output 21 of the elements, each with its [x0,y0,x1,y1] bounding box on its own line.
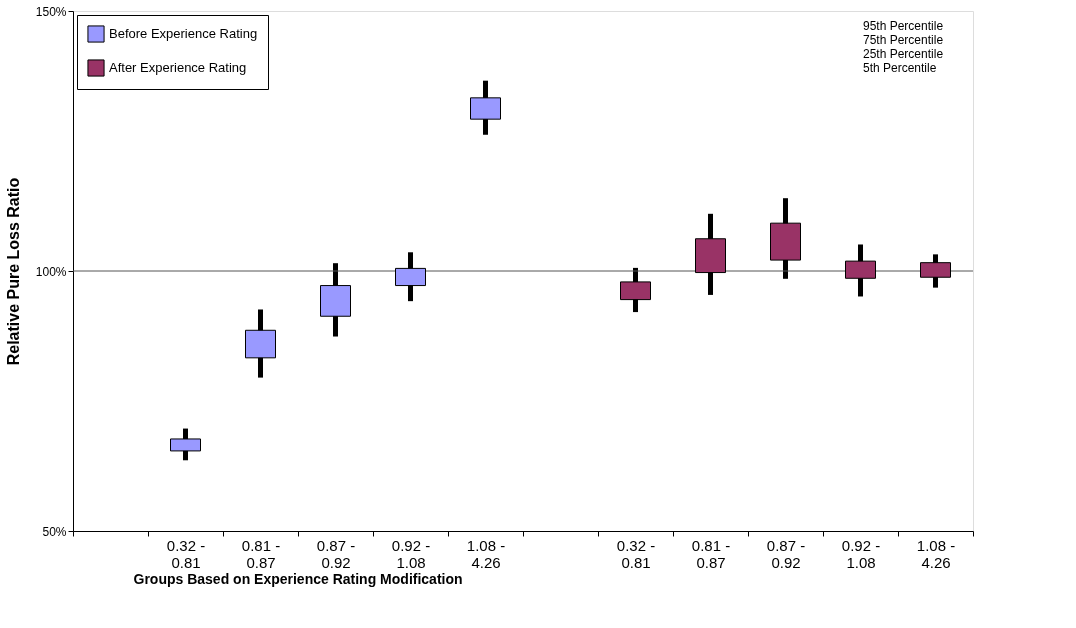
x-axis-title: Groups Based on Experience Rating Modification [133,570,463,587]
x-tick-label: 0.32 - 0.81 [616,536,656,571]
annotation: 25th Percentile [863,47,944,61]
x-tick-label: 0.81 - 0.87 [691,536,731,571]
x-tick-label: 0.32 - 0.81 [166,536,206,571]
x-tick-label: 0.87 - 0.92 [316,536,356,571]
annotation: 95th Percentile [863,19,944,33]
x-tick-label: 1.08 - 4.26 [916,536,956,571]
annotation: 5th Percentile [863,61,937,75]
x-tick-label: 0.92 - 1.08 [391,536,431,571]
y-axis-title: Relative Pure Loss Ratio [4,177,22,366]
x-tick-label: 0.81 - 0.87 [241,536,281,571]
x-tick-label: 1.08 - 4.26 [466,536,506,571]
y-tick-label: 100% [35,264,67,279]
legend-label: Before Experience Rating [109,26,258,41]
annotation: 75th Percentile [863,33,944,47]
y-tick-label: 150% [35,4,67,19]
x-tick-label: 0.87 - 0.92 [766,536,806,571]
y-tick-label: 50% [42,524,67,539]
x-tick-label: 0.92 - 1.08 [841,536,881,571]
legend-label: After Experience Rating [109,60,247,75]
